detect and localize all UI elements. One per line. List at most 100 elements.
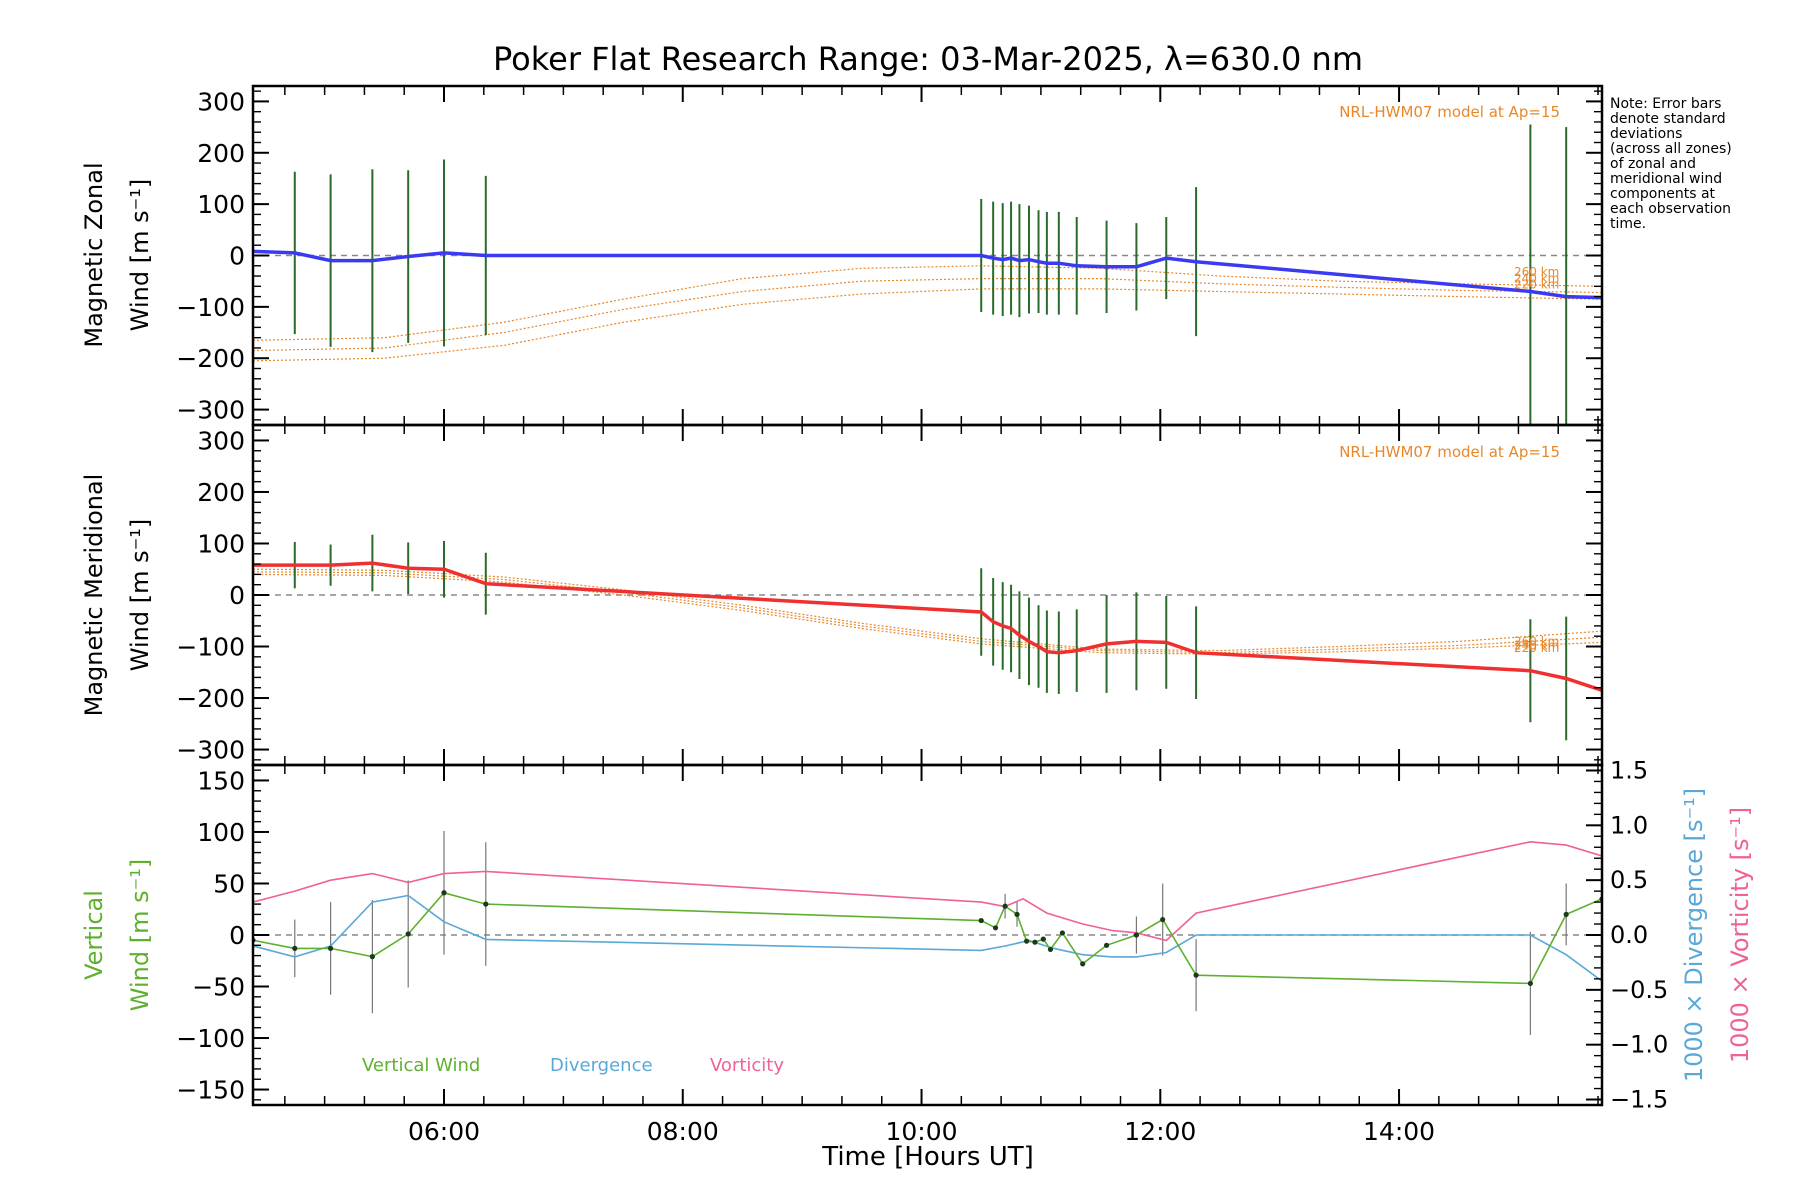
y-tick-label: −100 (176, 293, 245, 322)
x-axis-label: Time [Hours UT] (821, 1142, 1034, 1172)
y-tick-label: 300 (197, 426, 245, 455)
chart-title: Poker Flat Research Range: 03-Mar-2025, … (493, 40, 1363, 78)
y-tick-label: 100 (197, 190, 245, 219)
model-curve-240km (253, 278, 1602, 352)
note-line: components at (1610, 186, 1716, 202)
zonal-model-label: NRL-HWM07 model at Ap=15 (1339, 103, 1560, 121)
y-tick-label: 0 (229, 581, 245, 610)
y-tick-label: 0 (229, 921, 245, 950)
model-alt-label: 260 km (1514, 634, 1559, 648)
model-curve-260km (253, 265, 1602, 341)
vertical-wind-point (1133, 932, 1140, 938)
model-curve-240km (253, 571, 1602, 654)
note-line: Note: Error bars (1610, 96, 1721, 112)
x-tick-label: 08:00 (647, 1117, 719, 1146)
meridional-ylabel-line1: Magnetic Meridional (80, 474, 108, 717)
note-line: (across all zones) (1610, 141, 1732, 157)
note-line: meridional wind (1610, 171, 1722, 187)
y-tick-label: −50 (192, 973, 245, 1002)
vorticity-ylabel: 1000 × Vorticity [s⁻¹] (1726, 807, 1754, 1063)
vertical-wind-point (441, 890, 447, 896)
y-tick-label: 300 (197, 87, 245, 116)
model-curve-220km (253, 288, 1602, 362)
note-line: of zonal and (1610, 156, 1696, 172)
y-tick-label: 200 (197, 478, 245, 507)
vertical-wind-point (1563, 911, 1569, 917)
vertical-wind-point (369, 954, 375, 960)
plot-area (253, 534, 1602, 741)
vertical-wind-point (327, 945, 334, 951)
note-line: deviations (1610, 126, 1682, 142)
note-line: denote standard (1610, 111, 1726, 127)
vertical-wind-point (1047, 946, 1054, 953)
y-tick-label: 150 (197, 766, 245, 795)
vertical-wind-line (253, 891, 1602, 985)
y-tick-label: −300 (176, 736, 245, 765)
vertical-wind-point (1040, 936, 1046, 942)
y-tick-label: 0 (229, 242, 245, 271)
model-curve-260km (253, 568, 1602, 652)
right-tick-label: 0.5 (1610, 866, 1648, 894)
zonal-wind-panel: NRL-HWM07 model at Ap=15 Magnetic Zonal … (80, 84, 1604, 427)
y-tick-label: −300 (176, 396, 245, 425)
zonal-ylabel-line2: Wind [m s⁻¹] (126, 179, 154, 331)
vertical-wind-point (1160, 916, 1166, 923)
right-tick-label: 1.5 (1610, 756, 1648, 784)
model-alt-label: 220 km (1514, 641, 1559, 655)
x-tick-label: 12:00 (1124, 1117, 1196, 1146)
right-tick-label: −0.5 (1610, 976, 1668, 1004)
legend-divergence: Divergence (550, 1055, 653, 1076)
y-tick-label: 200 (197, 139, 245, 168)
y-tick-label: −100 (176, 1024, 245, 1053)
y-tick-label: −200 (176, 344, 245, 373)
model-alt-label: 220 km (1514, 278, 1559, 292)
divergence-ylabel: 1000 × Divergence [s⁻¹] (1680, 788, 1708, 1082)
model-curve-220km (253, 573, 1602, 655)
meridional-wind-panel: NRL-HWM07 model at Ap=15 Magnetic Meridi… (80, 423, 1604, 767)
legend-vorticity: Vorticity (710, 1055, 784, 1076)
note-line: time. (1610, 216, 1646, 232)
model-alt-label: 240 km (1514, 271, 1559, 285)
right-tick-label: 0.0 (1610, 921, 1648, 949)
meridional-wind-line (253, 561, 1602, 692)
vertical-wind-point (1023, 938, 1030, 944)
x-tick-label: 10:00 (886, 1117, 958, 1146)
y-tick-label: 100 (197, 818, 245, 847)
vertical-wind-point (1080, 961, 1086, 967)
y-tick-label: 100 (197, 529, 245, 558)
right-tick-label: −1.5 (1610, 1086, 1668, 1114)
vertical-wind-panel: Vertical Wind [m s⁻¹] 1000 × Divergence … (80, 756, 1754, 1113)
vertical-wind-point (1002, 903, 1008, 909)
vertical-wind-point (1059, 930, 1065, 936)
y-tick-label: −200 (176, 684, 245, 713)
vertical-wind-point (1103, 942, 1110, 948)
vertical-wind-point (1032, 939, 1038, 945)
meridional-model-label: NRL-HWM07 model at Ap=15 (1339, 443, 1560, 461)
right-tick-label: 1.0 (1610, 811, 1648, 839)
note-line: each observation (1610, 201, 1731, 217)
side-note: Note: Error bars denote standard deviati… (1610, 96, 1732, 232)
plot-area (253, 830, 1602, 1035)
vertical-wind-point (292, 945, 298, 951)
zonal-ylabel-line1: Magnetic Zonal (80, 162, 108, 347)
vertical-wind-point (1527, 980, 1533, 987)
zonal-wind-line (253, 249, 1602, 300)
x-tick-label: 06:00 (408, 1117, 480, 1146)
divergence-line (253, 894, 1602, 982)
vertical-wind-point (1193, 972, 1199, 978)
plot-area (253, 124, 1602, 425)
x-tick-label: 14:00 (1363, 1117, 1435, 1146)
right-tick-label: −1.0 (1610, 1031, 1668, 1059)
meridional-ylabel-line2: Wind [m s⁻¹] (126, 519, 154, 671)
y-tick-label: −150 (176, 1076, 245, 1105)
vertical-ylabel-line2: Wind [m s⁻¹] (126, 859, 154, 1011)
vertical-wind-point (992, 925, 999, 931)
legend-vertical-wind: Vertical Wind (362, 1055, 480, 1076)
model-alt-label: 260 km (1514, 265, 1559, 279)
vertical-ylabel-line1: Vertical (80, 890, 108, 980)
y-tick-label: 50 (213, 869, 245, 898)
y-tick-label: −100 (176, 633, 245, 662)
vertical-wind-point (978, 917, 984, 924)
model-alt-label: 240 km (1514, 638, 1559, 652)
